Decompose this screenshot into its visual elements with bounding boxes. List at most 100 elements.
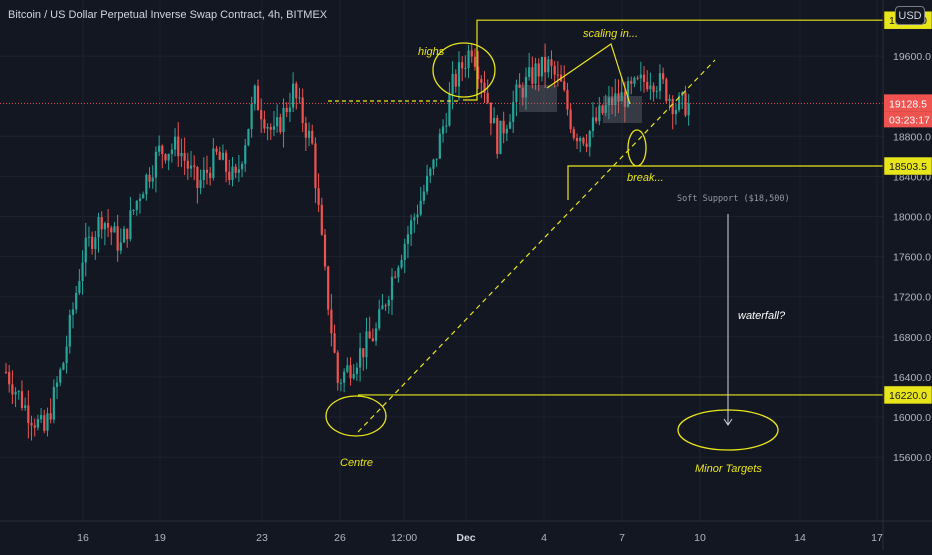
candle-body — [483, 82, 486, 93]
candle-body — [129, 210, 132, 240]
candle-body — [225, 152, 228, 172]
candle-body — [27, 405, 30, 423]
candle-body — [505, 128, 508, 134]
candle-body — [292, 83, 295, 108]
candle-body — [180, 153, 183, 157]
candle-body — [240, 163, 244, 170]
candle-body — [4, 371, 8, 373]
candle-body — [301, 97, 304, 124]
candle-body — [626, 81, 630, 107]
candle-body — [457, 62, 461, 87]
candle-body — [122, 228, 126, 243]
candle-body — [97, 216, 100, 238]
candle-body — [649, 85, 652, 90]
candle-body — [336, 352, 339, 383]
highs-ellipse — [432, 42, 496, 98]
candle-body — [52, 386, 55, 420]
candle-body — [556, 74, 559, 76]
candle-body — [253, 85, 256, 105]
candle-body — [623, 92, 626, 107]
scaling-box — [603, 96, 642, 123]
y-tick-label: 19600.0 — [893, 51, 931, 63]
candle-body — [106, 223, 110, 228]
candle-body — [170, 149, 173, 154]
candle-body — [496, 117, 499, 154]
candle-body — [448, 94, 451, 126]
countdown-tag — [884, 111, 932, 128]
candle-body — [477, 66, 480, 80]
candle-body — [480, 79, 483, 83]
candle-body — [416, 214, 419, 218]
candle-body — [145, 174, 148, 195]
x-tick-label: 16 — [77, 532, 89, 544]
candle-body — [49, 413, 52, 420]
candle-body — [266, 126, 269, 129]
candle-body — [492, 117, 496, 124]
candles — [4, 43, 690, 441]
candle-body — [100, 216, 103, 230]
candle-body — [438, 133, 441, 159]
candle-body — [550, 59, 553, 66]
chart-title: Bitcoin / US Dollar Perpetual Inverse Sw… — [8, 9, 328, 21]
candle-body — [17, 391, 20, 393]
y-tick-label: 18000.0 — [893, 212, 931, 224]
candle-body — [540, 56, 544, 77]
candle-body — [668, 98, 671, 101]
candle-body — [365, 331, 368, 358]
candle-body — [346, 365, 349, 372]
chart-grid — [0, 0, 883, 521]
candle-body — [247, 129, 250, 146]
price-level-tag — [883, 156, 932, 176]
candle-body — [349, 365, 352, 379]
candle-body — [358, 348, 362, 368]
candle-body — [374, 328, 378, 341]
candle-body — [113, 226, 116, 233]
candle-body — [84, 237, 87, 263]
candle-body — [636, 77, 639, 79]
candle-body — [588, 131, 591, 147]
candle-body — [464, 68, 467, 70]
candle-body — [563, 81, 566, 90]
waterfall-arrowhead — [723, 418, 733, 426]
candle-body — [30, 422, 33, 426]
candle-body — [569, 109, 572, 130]
candle-body — [639, 74, 642, 79]
candle-body — [110, 227, 113, 233]
candle-body — [601, 105, 604, 113]
candle-body — [521, 87, 524, 98]
x-tick-label: Dec — [456, 532, 475, 544]
candle-body — [531, 67, 534, 84]
candle-body — [167, 153, 170, 161]
price-level-tag — [883, 385, 932, 405]
centre-ellipse — [325, 395, 387, 437]
candle-body — [327, 266, 330, 310]
candle-body — [400, 260, 403, 268]
candle-body — [304, 123, 307, 138]
candle-body — [441, 126, 445, 134]
candle-body — [403, 243, 406, 261]
candle-body — [585, 143, 588, 147]
candle-body — [352, 373, 355, 379]
candle-body — [46, 413, 49, 431]
last-price-tag — [884, 94, 932, 112]
break-ellipse — [627, 129, 647, 167]
candle-body — [14, 391, 17, 395]
candle-body — [591, 117, 595, 132]
candle-body — [512, 102, 515, 122]
candle-body — [154, 151, 158, 178]
y-tick-label: 16000.0 — [893, 412, 931, 424]
candle-body — [429, 168, 432, 176]
candle-body — [547, 59, 550, 73]
candle-body — [282, 107, 285, 133]
scaling-pointer-lines — [546, 43, 631, 105]
candle-body — [33, 425, 36, 428]
candle-body — [317, 188, 320, 205]
currency-button[interactable]: USD — [895, 6, 925, 25]
price-level-label: 16220.0 — [889, 390, 927, 402]
candle-body — [646, 81, 649, 90]
centre-annotation: Centre — [340, 457, 373, 469]
candle-body — [630, 81, 633, 84]
candle-body — [39, 415, 43, 420]
candle-body — [343, 371, 346, 383]
